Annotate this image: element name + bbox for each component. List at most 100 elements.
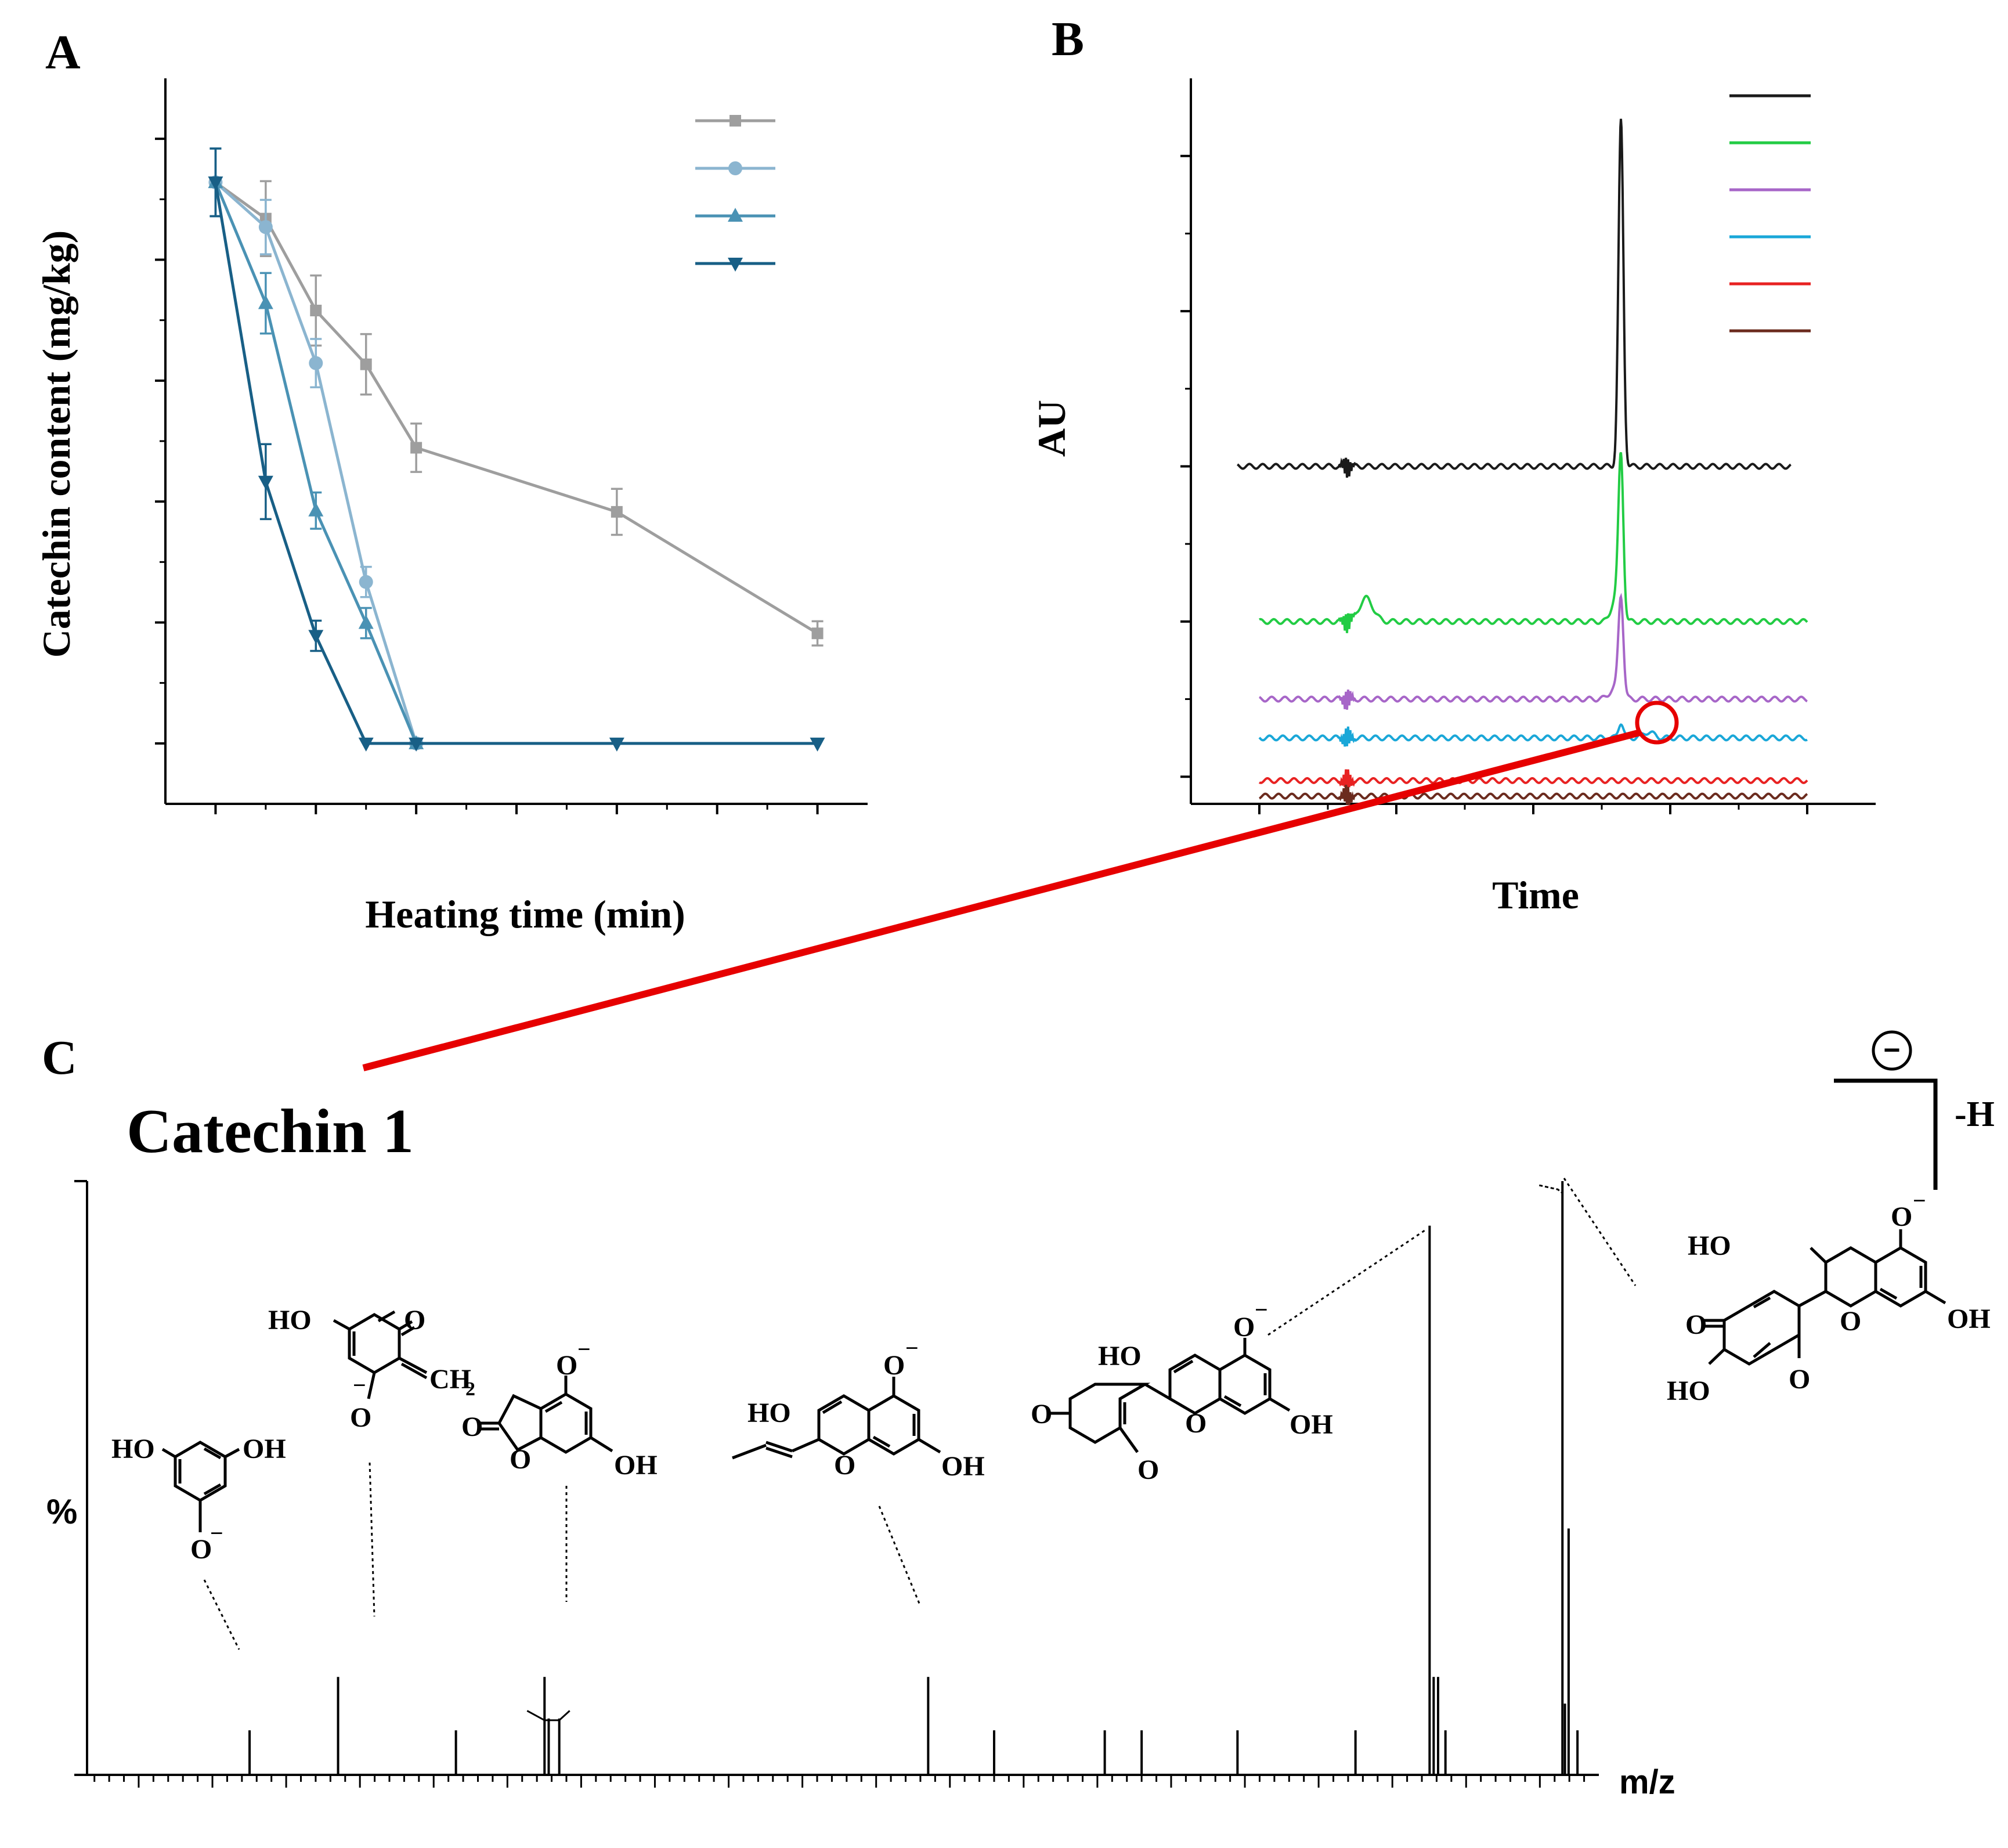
charge-sign: −: [1883, 1034, 1900, 1066]
data-point: [358, 737, 374, 752]
panel-a-legend: [695, 115, 775, 272]
series-140c: [210, 147, 824, 647]
structure-303: [1703, 1229, 1946, 1366]
s5-oring: O: [1185, 1408, 1207, 1439]
panel-c-x-axis-label: m/z: [1619, 1763, 1675, 1801]
s5-oh: OH: [1290, 1409, 1333, 1440]
data-point: [811, 627, 824, 640]
s2-o: O: [404, 1305, 425, 1336]
double-bond: [872, 1435, 891, 1448]
data-point: [308, 630, 324, 644]
panel-b-axes: [1190, 78, 1876, 805]
double-bond: [1223, 1395, 1242, 1407]
leader-line-217: [878, 1506, 921, 1605]
bond: [1708, 1348, 1725, 1365]
s2-ch2: CH: [429, 1364, 471, 1395]
s4-o-minus: O: [883, 1350, 905, 1381]
leader-line-137: [369, 1462, 375, 1617]
s2-ho: HO: [268, 1305, 312, 1336]
panel-b-series: [1237, 118, 1808, 806]
ring: [539, 1392, 593, 1454]
s6-minus: −: [1913, 1188, 1926, 1214]
data-point: [409, 737, 424, 752]
chromatogram-60-min: [1259, 785, 1808, 806]
panel-c-ticks: [74, 1180, 1586, 1788]
deprotonation-label: -H: [1955, 1095, 1995, 1134]
data-point: [359, 575, 373, 589]
double-bond: [1879, 1287, 1898, 1300]
s6-oring: O: [1840, 1306, 1861, 1337]
s3-oh: OH: [614, 1450, 658, 1481]
bond: [1119, 1383, 1146, 1401]
structure-137: [333, 1310, 428, 1399]
structure-165: [479, 1376, 613, 1454]
bracket-line: [1834, 1078, 1938, 1190]
panel-b-x-axis-label: Time: [1492, 873, 1579, 917]
bond: [732, 1443, 767, 1460]
panel-c-peak-labels: [526, 1184, 1563, 1721]
double-bond: [1753, 1296, 1771, 1309]
bond: [1798, 1290, 1827, 1308]
s2-o-minus: O: [350, 1402, 371, 1433]
peak-label-leader: [1538, 1184, 1563, 1194]
bond: [792, 1438, 819, 1453]
double-bond-o: [400, 1326, 416, 1337]
data-point: [358, 615, 374, 629]
ring-a: [867, 1394, 920, 1456]
bond: [918, 1438, 941, 1454]
s4-ho: HO: [747, 1398, 791, 1428]
panel-a-x-axis-label: Heating time (min): [365, 892, 685, 936]
leader-lines: [203, 1178, 1637, 1650]
chromatogram-20-min: [1258, 723, 1808, 747]
peak-label-bracket: [526, 1710, 570, 1721]
data-point: [310, 305, 322, 316]
series-line: [214, 181, 418, 744]
ring: [348, 1313, 401, 1374]
panel-a-y-axis-label: Catechin content (mg/kg): [34, 230, 78, 658]
bond: [1144, 1383, 1171, 1401]
bond: [1810, 1247, 1827, 1264]
bond: [224, 1448, 240, 1459]
structure-285: [1049, 1338, 1291, 1453]
s6-o2: O: [1789, 1364, 1810, 1395]
panel-a-axes: [164, 78, 868, 805]
s1-o: O: [190, 1534, 212, 1565]
ring-a: [1218, 1353, 1272, 1415]
data-point: [258, 475, 273, 490]
ring-c: [1824, 1246, 1877, 1308]
bond: [398, 1320, 413, 1331]
chromatogram-10-min: [1259, 593, 1808, 710]
s6-o-minus: O: [1891, 1201, 1912, 1232]
s5-o1: O: [1031, 1399, 1052, 1430]
double-bond: [544, 1401, 563, 1413]
bond: [765, 1441, 793, 1453]
series-line: [214, 181, 818, 635]
structure-217: [732, 1377, 941, 1460]
s2-ch2-sub: 2: [465, 1378, 475, 1400]
series-line: [214, 182, 418, 744]
double-bond: [1753, 1342, 1771, 1358]
bond: [1924, 1290, 1946, 1305]
panel-label-b: B: [1052, 12, 1084, 66]
panel-a: A Heating time (min) Catechin content (m…: [34, 26, 868, 936]
double-bond: [822, 1400, 843, 1414]
s6-ho2: HO: [1667, 1376, 1710, 1406]
s4-minus: −: [905, 1335, 919, 1361]
data-point: [360, 358, 372, 370]
double-bond-ch2: [400, 1362, 428, 1380]
s6-oh: OH: [1947, 1304, 1991, 1334]
s3-o: O: [461, 1412, 483, 1442]
spectrum-title: Catechin 1: [127, 1097, 414, 1166]
bond: [333, 1319, 351, 1331]
s5-ho: HO: [1098, 1341, 1142, 1371]
chromatogram-0-min: [1237, 118, 1792, 478]
ring-c: [817, 1394, 870, 1456]
s1-oh: OH: [243, 1434, 286, 1464]
data-point: [410, 442, 422, 454]
data-point: [609, 737, 624, 752]
bond: [1269, 1397, 1291, 1412]
s5-minus: −: [1255, 1297, 1268, 1323]
series-160c: [208, 147, 424, 750]
s6-o1: O: [1685, 1309, 1707, 1340]
